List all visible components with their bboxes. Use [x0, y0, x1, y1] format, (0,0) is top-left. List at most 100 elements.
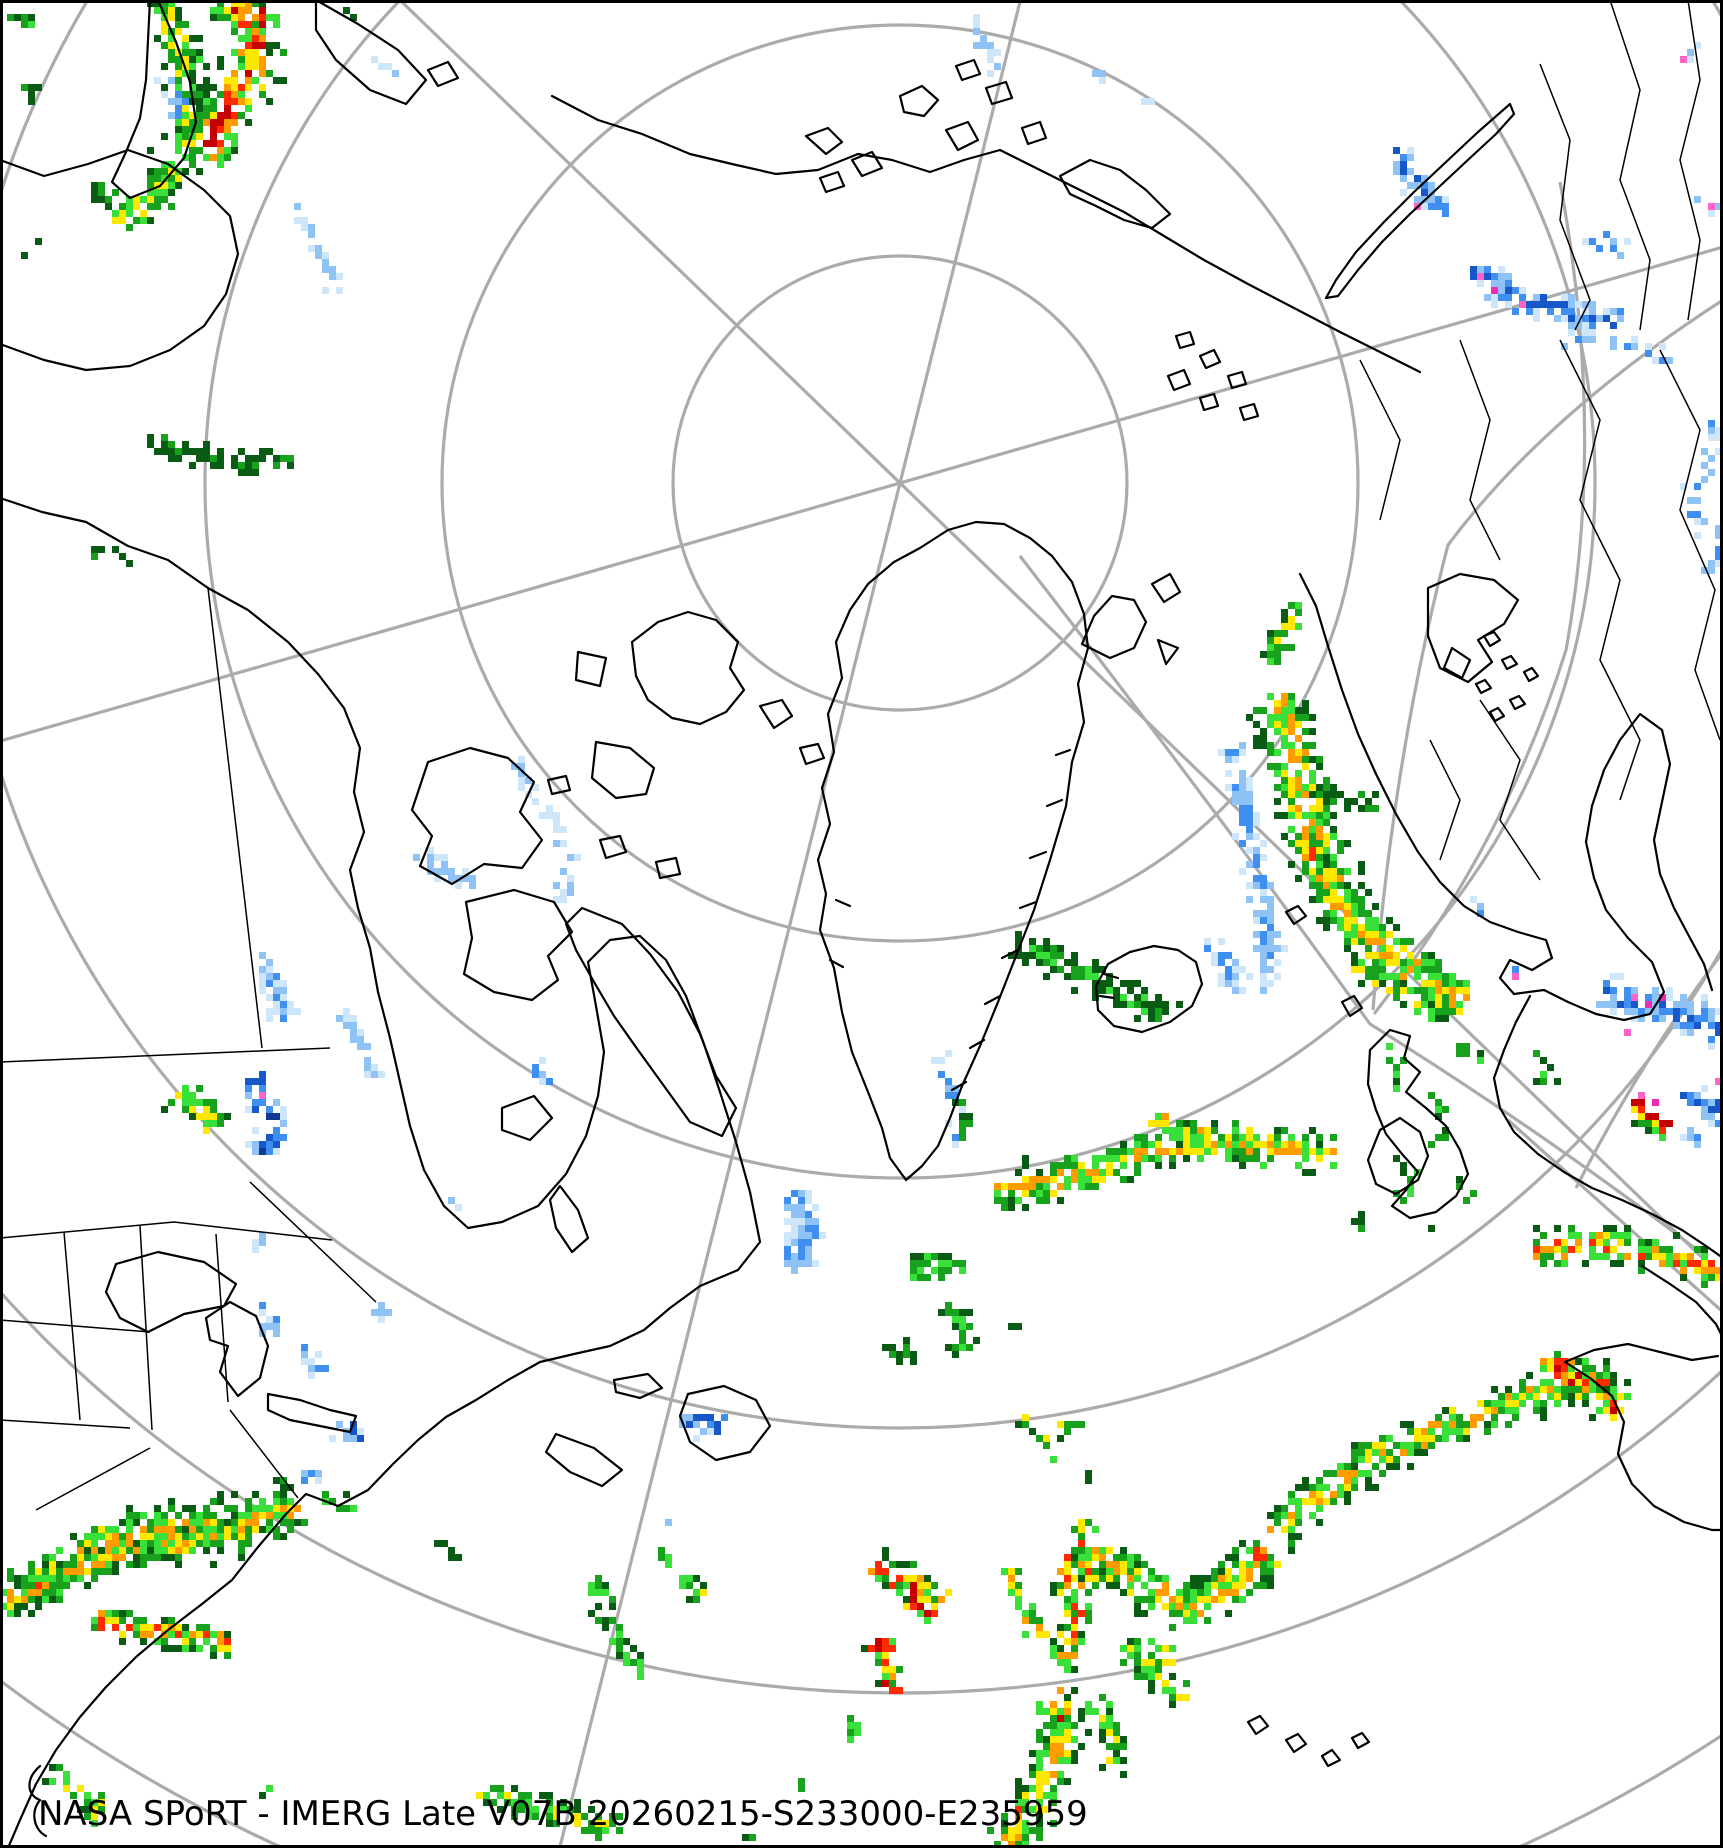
coastline	[0, 148, 240, 372]
rain-area	[476, 1785, 623, 1841]
rain-area	[1253, 1547, 1274, 1568]
rain-area	[1351, 1435, 1407, 1470]
rain-area	[1428, 1092, 1449, 1148]
political-border	[0, 1319, 299, 1511]
rain-area	[1351, 1211, 1365, 1232]
rain-area	[588, 1575, 644, 1680]
rain-area	[1050, 1715, 1064, 1736]
rain-area	[882, 1337, 917, 1365]
political-border	[0, 1221, 333, 1241]
rain-area	[91, 1610, 231, 1659]
coastline	[1166, 330, 1260, 422]
snow-area	[1204, 938, 1253, 994]
rain-area	[1085, 1694, 1127, 1778]
rain-area	[952, 1323, 980, 1344]
political-border	[1479, 699, 1541, 881]
rain-area	[1008, 931, 1183, 1022]
coastline	[550, 94, 1422, 374]
rain-area	[658, 1547, 672, 1568]
rain-area	[1456, 1176, 1477, 1204]
rain-area	[1260, 602, 1302, 665]
coastline	[590, 740, 656, 800]
rain-area	[910, 1253, 966, 1281]
rain-area	[21, 238, 42, 259]
coastline	[816, 520, 1090, 1182]
latitude-circle	[671, 254, 1129, 712]
coastline	[1640, 1264, 1723, 1340]
rain-area	[7, 14, 35, 28]
rain-area	[91, 182, 119, 210]
coastline	[110, 0, 198, 200]
rain-area	[903, 1582, 938, 1624]
political-border	[63, 1225, 229, 1431]
snow-area	[784, 1190, 826, 1274]
snow-area	[448, 1197, 462, 1211]
rain-area	[238, 7, 259, 42]
rain-area	[1533, 1064, 1561, 1085]
rain-area	[147, 434, 294, 476]
rain-area	[7, 1596, 28, 1610]
rain-area	[994, 1120, 1337, 1211]
coastline	[426, 60, 460, 88]
snow-area	[336, 1008, 385, 1078]
coastline	[1094, 944, 1204, 1034]
snow-area	[1512, 966, 1519, 980]
coastline	[462, 888, 574, 1002]
rain-area	[861, 1638, 903, 1694]
snow-area	[371, 56, 399, 77]
snow-area	[1218, 742, 1288, 994]
snow-area	[1470, 896, 1484, 917]
rain-area	[91, 546, 133, 567]
coastline	[1474, 630, 1540, 723]
rain-area	[1085, 1470, 1092, 1484]
snow-area	[532, 1057, 553, 1085]
rain-area	[21, 84, 42, 105]
rain-area	[938, 1302, 973, 1358]
coastline	[314, 0, 428, 106]
coastline	[1563, 1342, 1720, 1364]
coastline	[1563, 1360, 1723, 1532]
coastline	[1058, 158, 1172, 230]
latitude-circle	[203, 0, 1597, 1180]
political-border	[0, 1047, 331, 1063]
rain-area	[259, 1785, 273, 1799]
coastline	[28, 1764, 48, 1838]
political-border	[1539, 63, 1591, 331]
coastline	[1366, 1116, 1430, 1196]
snow-area	[1694, 196, 1722, 217]
rain-area	[679, 1575, 707, 1603]
coastline	[1284, 904, 1364, 1018]
coastline	[266, 1392, 358, 1434]
rain-area	[798, 1778, 805, 1792]
coastline	[1298, 572, 1714, 1022]
coastline	[564, 906, 738, 1138]
coastline	[1246, 1714, 1371, 1768]
snow-area	[1141, 98, 1155, 105]
snow-area	[245, 1071, 287, 1155]
snow-area	[154, 77, 189, 119]
coastline	[500, 1094, 554, 1142]
rain-area	[1015, 1414, 1085, 1442]
map-caption: NASA SPoRT - IMERG Late V07B 20260215-S2…	[38, 1794, 1088, 1834]
rain-area	[343, 7, 357, 21]
political-border	[207, 587, 263, 1049]
snow-area	[1092, 70, 1106, 84]
latitude-circle	[0, 0, 1723, 1430]
snow-area	[371, 1302, 392, 1323]
coastline	[574, 650, 608, 688]
coastline	[1426, 572, 1520, 684]
coastline	[1098, 972, 1120, 1000]
coastline	[1366, 1028, 1470, 1220]
political-border	[1359, 359, 1401, 521]
meridian-arc	[1506, 1118, 1723, 1314]
rain-area	[1295, 833, 1330, 875]
coastline	[546, 698, 826, 880]
snow-area	[252, 1232, 266, 1253]
